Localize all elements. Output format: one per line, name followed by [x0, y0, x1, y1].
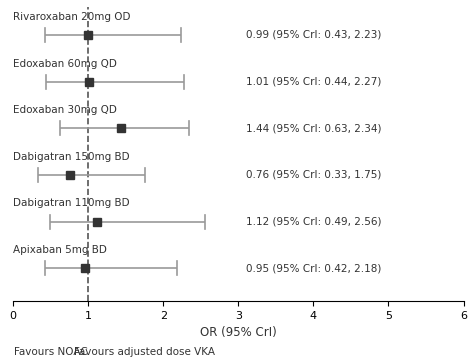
Text: 0.99 (95% CrI: 0.43, 2.23): 0.99 (95% CrI: 0.43, 2.23)	[246, 30, 381, 40]
Text: Dabigatran 150mg BD: Dabigatran 150mg BD	[13, 152, 130, 162]
Text: Dabigatran 110mg BD: Dabigatran 110mg BD	[13, 199, 130, 208]
Text: 0.76 (95% CrI: 0.33, 1.75): 0.76 (95% CrI: 0.33, 1.75)	[246, 170, 381, 180]
Text: Favours adjusted dose VKA: Favours adjusted dose VKA	[74, 347, 215, 357]
Text: Favours NOAC: Favours NOAC	[14, 347, 88, 357]
Text: 1.01 (95% CrI: 0.44, 2.27): 1.01 (95% CrI: 0.44, 2.27)	[246, 77, 381, 87]
Text: 1.12 (95% CrI: 0.49, 2.56): 1.12 (95% CrI: 0.49, 2.56)	[246, 217, 382, 226]
Text: Edoxaban 60mg QD: Edoxaban 60mg QD	[13, 58, 117, 69]
X-axis label: OR (95% CrI): OR (95% CrI)	[200, 326, 277, 339]
Text: Edoxaban 30mg QD: Edoxaban 30mg QD	[13, 105, 117, 115]
Text: 0.95 (95% CrI: 0.42, 2.18): 0.95 (95% CrI: 0.42, 2.18)	[246, 263, 381, 273]
Text: 1.44 (95% CrI: 0.63, 2.34): 1.44 (95% CrI: 0.63, 2.34)	[246, 123, 382, 133]
Text: Rivaroxaban 20mg OD: Rivaroxaban 20mg OD	[13, 12, 131, 22]
Text: Apixaban 5mg BD: Apixaban 5mg BD	[13, 245, 107, 255]
